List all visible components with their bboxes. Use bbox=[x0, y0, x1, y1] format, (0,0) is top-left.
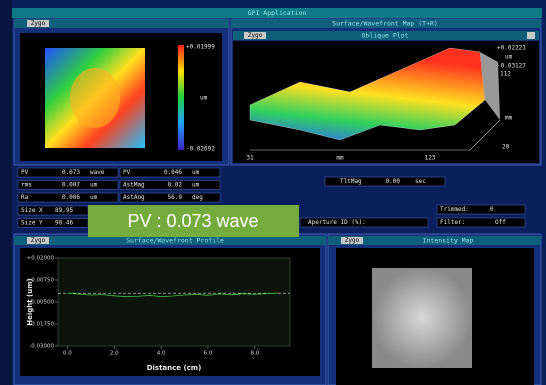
y-tick-label: -0.00500 bbox=[29, 300, 54, 306]
stat-label: AstMag bbox=[123, 182, 145, 189]
y-tick-label: +0.00750 bbox=[27, 278, 55, 284]
oblique-surface bbox=[249, 47, 486, 141]
logo: Zygo bbox=[31, 237, 46, 244]
side-strip bbox=[0, 0, 12, 385]
panel-header bbox=[14, 236, 326, 245]
sub-title: Oblique Plot bbox=[362, 32, 409, 40]
x-tick-label: 2.0 bbox=[110, 351, 119, 357]
stat-value: 0 bbox=[490, 206, 494, 213]
y-tick-label: -0.01750 bbox=[29, 322, 54, 328]
field bbox=[119, 167, 221, 178]
colorbar bbox=[178, 45, 184, 150]
depth-unit: mm bbox=[505, 115, 513, 122]
x-tick-label: 8.0 bbox=[250, 351, 259, 357]
stat-value: 0.00 bbox=[386, 178, 401, 185]
stat-unit: um bbox=[90, 182, 98, 189]
depth-max: 112 bbox=[500, 71, 511, 78]
stat-unit: deg bbox=[192, 194, 203, 201]
scale-unit: um bbox=[200, 95, 208, 102]
surface-side bbox=[480, 52, 500, 120]
logo: Zygo bbox=[345, 237, 360, 244]
x-tick-label: 4.0 bbox=[157, 351, 166, 357]
sub-header bbox=[233, 31, 539, 40]
y-axis-label: Height (um) bbox=[26, 278, 34, 325]
y-tick-label: -0.03000 bbox=[29, 344, 54, 350]
stat-label: Filter: bbox=[440, 219, 465, 226]
plot-frame bbox=[57, 257, 291, 347]
panel-header bbox=[231, 19, 541, 28]
stat-unit: wave bbox=[90, 169, 105, 176]
stat-value: 56.9 bbox=[168, 194, 183, 201]
logo-box bbox=[244, 32, 266, 39]
field bbox=[299, 217, 429, 228]
stat-label: TltMag bbox=[340, 178, 362, 185]
panel-title: Surface/Wavefront Profile bbox=[126, 237, 224, 245]
stat-value: 90.46 bbox=[55, 220, 73, 227]
scale-max: +0.02221 bbox=[497, 45, 526, 52]
stat-label: Trimmed: bbox=[440, 206, 469, 213]
scale-min: -0.03127 bbox=[497, 63, 526, 70]
stat-label: rms bbox=[21, 182, 32, 189]
panel-title: Surface/Wavefront Map (T+R) bbox=[332, 20, 438, 28]
scale-max: +0.01999 bbox=[186, 44, 215, 51]
stat-value: 0.073 bbox=[62, 169, 80, 176]
logo: Zygo bbox=[248, 32, 263, 39]
stat-value: 0.02 bbox=[168, 182, 183, 189]
panel-header bbox=[14, 19, 229, 28]
logo-box bbox=[27, 20, 49, 27]
stat-value: Off bbox=[495, 219, 506, 226]
stat-unit: um bbox=[192, 182, 200, 189]
stat-value: 0.046 bbox=[164, 169, 182, 176]
field bbox=[119, 180, 221, 190]
stat-unit: um bbox=[90, 194, 98, 201]
x-tick-label: 0.0 bbox=[63, 351, 72, 357]
logo-box bbox=[341, 237, 363, 244]
stat-label: PV bbox=[21, 169, 29, 176]
stat-label: Size Y bbox=[21, 220, 43, 227]
x-max: 123 bbox=[425, 155, 436, 162]
y-tick-label: +0.02000 bbox=[27, 256, 55, 262]
x-min: 31 bbox=[246, 155, 254, 162]
stats: PV 0.073 wave PV 0.046 um rms 0.007 um AstMag 0.02… bbox=[17, 167, 221, 228]
stat-value: 89.95 bbox=[55, 207, 73, 214]
logo-box bbox=[27, 237, 49, 244]
overlay-banner bbox=[88, 205, 299, 237]
field bbox=[17, 192, 119, 203]
stat-label: AstAng bbox=[123, 194, 145, 201]
axis-frame bbox=[250, 119, 501, 151]
field bbox=[119, 192, 221, 203]
field bbox=[17, 167, 119, 178]
map-feature bbox=[70, 68, 120, 128]
x-tick-label: 6.0 bbox=[204, 351, 213, 357]
field bbox=[436, 217, 526, 228]
profile-line bbox=[67, 292, 279, 298]
overlay-text: PV : 0.073 wave bbox=[127, 211, 258, 231]
stat-label: Size X bbox=[21, 207, 43, 214]
stat-label: Aperture ID (%): bbox=[308, 219, 366, 226]
profile-chart: +0.02000 +0.00750 -0.00500 -0.01750 -0.03000… bbox=[27, 256, 290, 357]
field bbox=[436, 204, 526, 215]
depth-min: 20 bbox=[502, 144, 510, 151]
stat-label: PV bbox=[123, 169, 131, 176]
field bbox=[17, 180, 119, 190]
title-bar bbox=[12, 8, 542, 18]
logo: Zygo bbox=[31, 20, 46, 27]
window-button[interactable] bbox=[527, 32, 535, 39]
stat-unit: um bbox=[192, 169, 200, 176]
scale-unit: um bbox=[505, 54, 513, 61]
intensity-image bbox=[372, 268, 472, 368]
window-title: GPI Application bbox=[248, 9, 307, 17]
panel-title: Intensity Map bbox=[423, 237, 474, 245]
field bbox=[324, 176, 446, 187]
scale-min: -0.02692 bbox=[186, 146, 215, 153]
x-unit: mm bbox=[336, 155, 344, 162]
panel-header bbox=[328, 236, 541, 245]
x-axis-label: Distance (cm) bbox=[147, 364, 202, 372]
stat-value: 0.006 bbox=[62, 194, 80, 201]
stat-unit: sec bbox=[415, 178, 426, 185]
stat-label: Ra bbox=[21, 194, 29, 201]
stat-value: 0.007 bbox=[62, 182, 80, 189]
